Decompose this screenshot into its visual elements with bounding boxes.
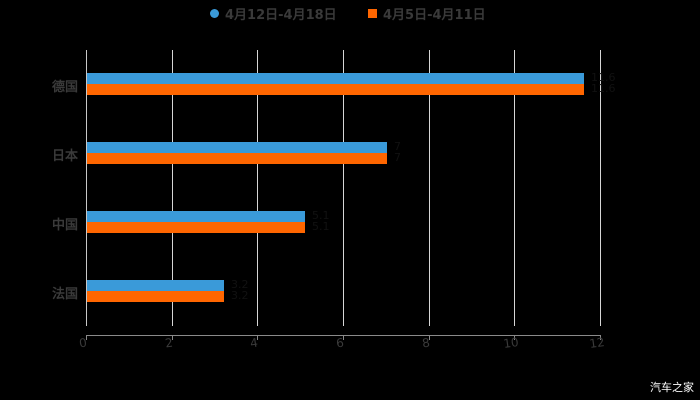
bar-value-label: 11.6	[591, 71, 616, 84]
bar[interactable]	[87, 222, 305, 233]
legend-circle-icon	[210, 8, 219, 18]
bar-value-label: 7	[394, 140, 401, 153]
gridline	[257, 50, 258, 326]
gridline	[343, 50, 344, 326]
bar-value-label: 5.1	[312, 209, 330, 222]
y-category-label: 日本	[51, 149, 78, 164]
bar-value-label: 3.2	[231, 289, 249, 302]
x-tick	[343, 335, 344, 340]
bar[interactable]	[87, 211, 305, 222]
bar[interactable]	[87, 291, 224, 302]
x-tick-label: 4	[249, 335, 259, 351]
x-tick-label: 8	[421, 335, 431, 351]
gridline	[600, 50, 601, 326]
x-tick	[86, 335, 87, 340]
x-tick	[429, 335, 430, 340]
bar-value-label: 5.1	[312, 220, 330, 233]
watermark: 汽车之家	[650, 381, 694, 394]
bar-value-label: 3.2	[231, 278, 249, 291]
gridline	[514, 50, 515, 326]
y-axis-line	[86, 50, 87, 326]
bar[interactable]	[87, 280, 224, 291]
x-tick-label: 12	[588, 335, 606, 351]
gridline	[172, 50, 173, 326]
y-category-label: 法国	[51, 287, 78, 302]
x-tick-label: 10	[502, 335, 520, 351]
x-tick-label: 6	[335, 335, 345, 351]
x-tick-label: 0	[78, 335, 88, 351]
x-tick	[600, 335, 601, 340]
gridline	[429, 50, 430, 326]
chart-legend: 4月12日-4月18日 4月5日-4月11日	[0, 4, 700, 23]
legend-item-series-2[interactable]: 4月5日-4月11日	[368, 4, 486, 23]
y-category-label: 德国	[51, 80, 78, 95]
legend-label: 4月12日-4月18日	[225, 7, 337, 23]
bar-value-label: 7	[394, 151, 401, 164]
bar[interactable]	[87, 73, 584, 84]
x-tick	[172, 335, 173, 340]
legend-item-series-1[interactable]: 4月12日-4月18日	[210, 4, 337, 23]
bar[interactable]	[87, 84, 584, 95]
bar[interactable]	[87, 142, 387, 153]
bar-value-label: 11.6	[591, 82, 616, 95]
x-tick	[514, 335, 515, 340]
legend-square-icon	[368, 8, 377, 18]
y-category-label: 中国	[51, 218, 78, 233]
legend-label: 4月5日-4月11日	[383, 7, 486, 23]
x-tick-label: 2	[164, 335, 174, 351]
bar[interactable]	[87, 153, 387, 164]
x-tick	[257, 335, 258, 340]
